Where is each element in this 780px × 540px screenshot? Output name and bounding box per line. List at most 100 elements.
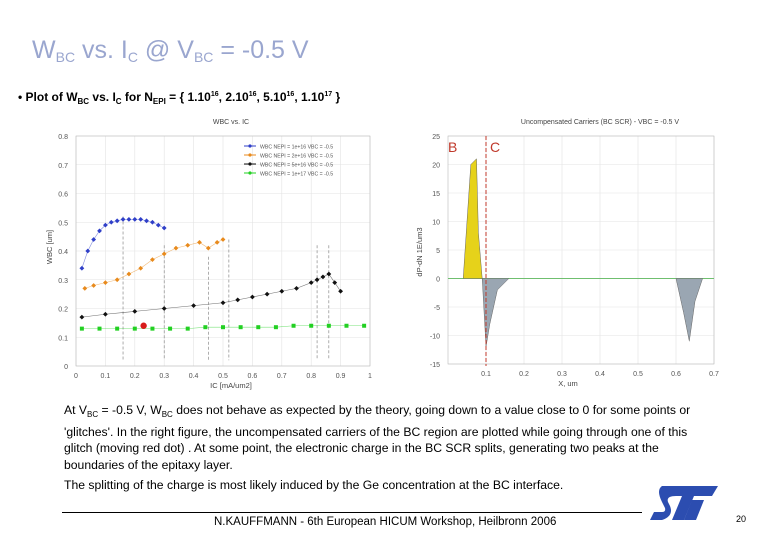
left-data-point (264, 291, 270, 297)
left-xtick-label: 0.8 (306, 373, 316, 380)
left-data-point (185, 242, 191, 248)
left-chart-legend: WBC NEPI = 1e+16 VBC = -0.5 WBC NEPI = 2e… (244, 144, 333, 178)
left-data-point (344, 323, 349, 328)
left-data-point (126, 216, 132, 222)
left-chart-ylabel: WBC [um] (45, 230, 54, 264)
negative-charge-peak (675, 278, 703, 342)
left-xtick-label: 0.3 (159, 373, 169, 380)
left-data-point (279, 288, 285, 294)
right-ytick-label: 0 (436, 277, 440, 284)
left-data-point (103, 280, 108, 286)
left-data-point (326, 323, 331, 328)
legend-marker (248, 171, 252, 175)
left-chart-grid (75, 135, 371, 367)
page-number: 20 (736, 514, 747, 524)
right-chart-ylabel: dP-dN 1E/um3 (415, 227, 424, 276)
left-ytick-label: 0.1 (58, 335, 68, 342)
left-data-point (273, 325, 278, 330)
right-ytick-label: 20 (432, 163, 440, 170)
left-xtick-label: 0 (74, 373, 78, 380)
left-data-point (362, 323, 367, 328)
left-data-point (168, 326, 173, 331)
left-data-point (138, 216, 144, 222)
left-xtick-label: 0.6 (248, 373, 258, 380)
left-series-4 (79, 323, 367, 331)
st-logo (650, 486, 718, 520)
left-ytick-label: 0 (64, 364, 68, 371)
left-data-point (132, 216, 138, 222)
legend-label: WBC NEPI = 5e+16 VBC = -0.5 (260, 163, 333, 169)
positive-charge-peak (462, 158, 483, 279)
left-data-point (108, 219, 114, 225)
right-xtick-label: 0.3 (557, 371, 567, 378)
left-data-point (250, 294, 255, 300)
left-data-point (214, 239, 220, 245)
left-xtick-label: 0.7 (277, 373, 287, 380)
legend-label: WBC NEPI = 2e+16 VBC = -0.5 (260, 154, 333, 160)
right-ytick-label: -5 (434, 305, 440, 312)
footer-text: N.KAUFFMANN - 6th European HICUM Worksho… (214, 516, 557, 528)
left-data-point (220, 300, 226, 306)
wbc-vs-ic-chart: 0 0.1 0.2 0.3 0.4 0.5 0.6 0.7 0.8 0.9 1 0 0.1 0.2 0.3 0… (45, 119, 372, 390)
right-ytick-label: 15 (432, 191, 440, 198)
left-data-point (79, 326, 84, 331)
left-xtick-label: 0.4 (189, 373, 199, 380)
left-data-point (197, 239, 202, 245)
left-data-point (205, 245, 211, 251)
left-ytick-label: 0.3 (58, 278, 68, 285)
left-xtick-label: 1 (368, 373, 372, 380)
moving-red-dot (140, 322, 147, 329)
left-xtick-label: 0.1 (101, 373, 111, 380)
negative-charge-peak (481, 278, 510, 347)
uncompensated-carriers-chart: 0.1 0.2 0.3 0.4 0.5 0.6 0.7-15-10-50510152025 … (415, 119, 719, 388)
left-data-point (132, 308, 138, 314)
left-data-point (132, 326, 137, 331)
legend-label: WBC NEPI = 1e+16 VBC = -0.5 (260, 145, 333, 151)
left-data-point (91, 283, 97, 288)
legend-label: WBC NEPI = 1e+17 VBC = -0.5 (260, 172, 333, 178)
left-data-point (235, 297, 241, 303)
left-data-point (155, 222, 161, 228)
left-data-point (320, 274, 326, 280)
right-xtick-label: 0.1 (481, 371, 491, 378)
right-ytick-label: -15 (430, 362, 440, 369)
left-data-point (309, 323, 314, 328)
left-data-point (191, 303, 196, 309)
right-chart-xlabel: X, um (558, 379, 578, 388)
left-data-point (150, 219, 155, 225)
right-ytick-label: 10 (432, 220, 440, 227)
left-data-point (82, 285, 88, 291)
left-data-point (338, 288, 343, 294)
left-data-point (314, 277, 320, 283)
left-data-point (150, 257, 155, 263)
left-data-point (114, 218, 120, 224)
left-ytick-label: 0.4 (58, 249, 68, 256)
left-data-point (91, 237, 97, 242)
legend-marker (248, 153, 252, 157)
footer-divider (62, 512, 642, 513)
legend-marker (248, 162, 252, 166)
conclusion-paragraph: The splitting of the charge is most like… (64, 478, 564, 492)
left-data-point (103, 311, 108, 317)
left-chart-xlabel: IC [mA/um2] (210, 381, 252, 390)
slide-title: WBC vs. IC @ VBC = -0.5 V (32, 36, 309, 65)
left-data-point (203, 325, 208, 330)
right-ytick-label: -10 (430, 334, 440, 341)
right-xtick-label: 0.4 (595, 371, 605, 378)
left-data-point (144, 218, 149, 224)
left-ytick-label: 0.7 (58, 163, 68, 170)
annotation-b: B (448, 139, 457, 155)
left-ytick-label: 0.2 (58, 307, 68, 314)
left-data-point (332, 280, 338, 286)
left-data-point (220, 237, 226, 242)
left-data-point (120, 216, 126, 222)
left-data-point (85, 248, 91, 254)
left-data-point (126, 271, 132, 277)
left-data-point (221, 325, 225, 330)
left-xtick-label: 0.9 (336, 373, 346, 380)
right-xtick-label: 0.6 (671, 371, 681, 378)
left-series-line (84, 239, 224, 289)
left-data-point (161, 225, 167, 231)
left-ytick-label: 0.6 (58, 192, 68, 199)
left-xtick-label: 0.5 (218, 373, 228, 380)
